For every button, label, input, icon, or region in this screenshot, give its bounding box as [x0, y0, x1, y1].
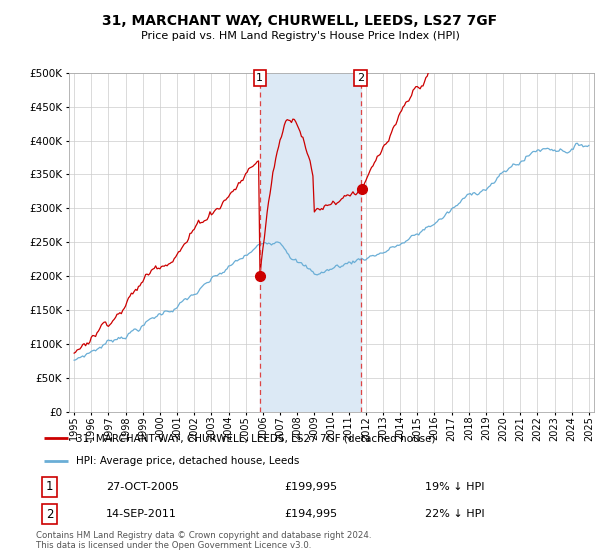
- Text: 1: 1: [46, 480, 53, 493]
- Text: 31, MARCHANT WAY, CHURWELL, LEEDS, LS27 7GF: 31, MARCHANT WAY, CHURWELL, LEEDS, LS27 …: [103, 14, 497, 28]
- Text: Price paid vs. HM Land Registry's House Price Index (HPI): Price paid vs. HM Land Registry's House …: [140, 31, 460, 41]
- Text: 19% ↓ HPI: 19% ↓ HPI: [425, 482, 484, 492]
- Text: 27-OCT-2005: 27-OCT-2005: [106, 482, 179, 492]
- Text: 2: 2: [357, 73, 364, 83]
- Text: 22% ↓ HPI: 22% ↓ HPI: [425, 510, 484, 520]
- Text: 14-SEP-2011: 14-SEP-2011: [106, 510, 177, 520]
- Text: Contains HM Land Registry data © Crown copyright and database right 2024.
This d: Contains HM Land Registry data © Crown c…: [36, 531, 371, 550]
- Text: 1: 1: [256, 73, 263, 83]
- Bar: [260, 73, 361, 412]
- Text: 2: 2: [46, 508, 53, 521]
- Text: £194,995: £194,995: [284, 510, 338, 520]
- Text: HPI: Average price, detached house, Leeds: HPI: Average price, detached house, Leed…: [77, 456, 300, 466]
- Text: £199,995: £199,995: [284, 482, 338, 492]
- Text: 31, MARCHANT WAY, CHURWELL, LEEDS, LS27 7GF (detached house): 31, MARCHANT WAY, CHURWELL, LEEDS, LS27 …: [77, 433, 436, 444]
